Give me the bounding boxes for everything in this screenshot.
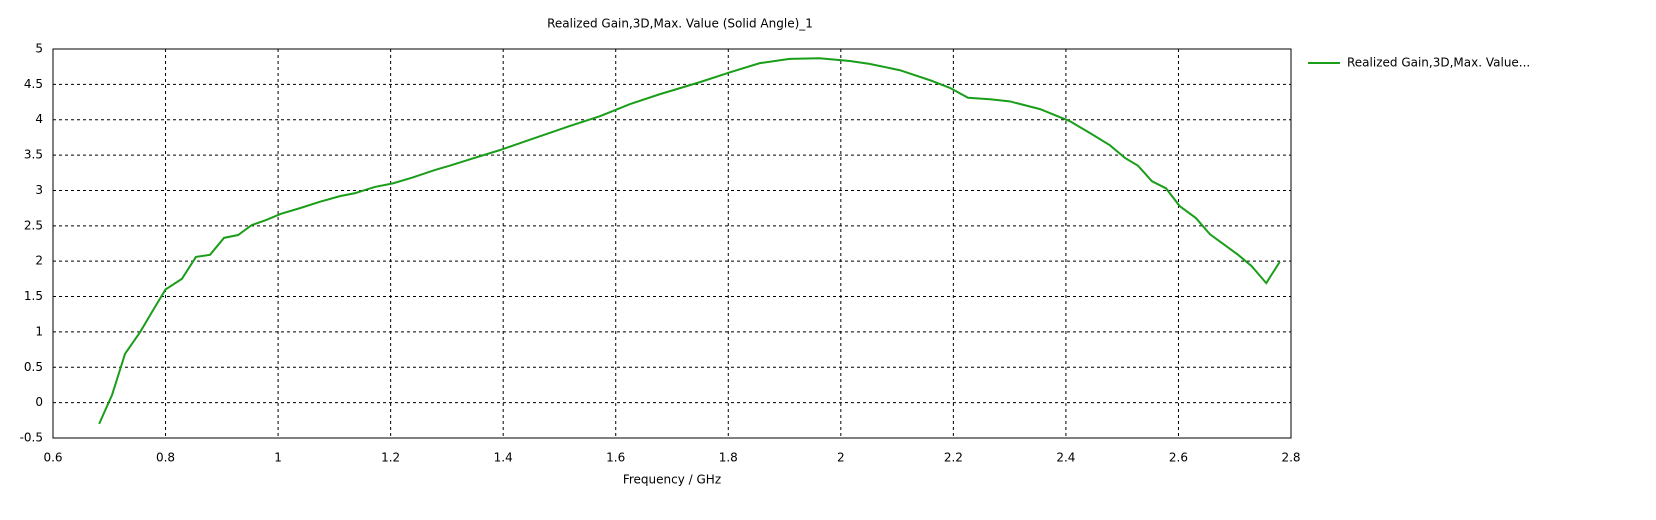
y-tick-label: 0.5: [24, 360, 43, 374]
chart-title: Realized Gain,3D,Max. Value (Solid Angle…: [547, 17, 813, 31]
y-tick-label: 3: [35, 183, 43, 197]
x-tick-label: 2.6: [1169, 451, 1188, 465]
y-tick-label: 4: [35, 112, 43, 126]
x-tick-label: 2.2: [944, 451, 963, 465]
y-tick-label: 5: [35, 42, 43, 56]
x-tick-label: 1.8: [719, 451, 738, 465]
x-tick-label: 0.8: [156, 451, 175, 465]
y-tick-label: 2.5: [24, 218, 43, 232]
x-axis-label: Frequency / GHz: [623, 473, 721, 487]
legend-label: Realized Gain,3D,Max. Value...: [1347, 56, 1530, 70]
x-tick-label: 2.4: [1056, 451, 1075, 465]
x-tick-label: 1.4: [494, 451, 513, 465]
x-tick-label: 1: [274, 451, 282, 465]
y-tick-label: -0.5: [20, 431, 43, 445]
data-line: [98, 57, 1281, 425]
y-tick-label: 4.5: [24, 77, 43, 91]
y-tick-label: 0: [35, 395, 43, 409]
x-tick-label: 0.6: [43, 451, 62, 465]
x-tick-label: 1.2: [381, 451, 400, 465]
x-tick-label: 2: [837, 451, 845, 465]
plot-frame: [52, 48, 1292, 439]
y-tick-label: 2: [35, 254, 43, 268]
x-tick-label: 2.8: [1281, 451, 1300, 465]
y-tick-label: 3.5: [24, 148, 43, 162]
y-tick-label: 1: [35, 324, 43, 338]
y-tick-label: 1.5: [24, 289, 43, 303]
x-tick-label: 1.6: [606, 451, 625, 465]
